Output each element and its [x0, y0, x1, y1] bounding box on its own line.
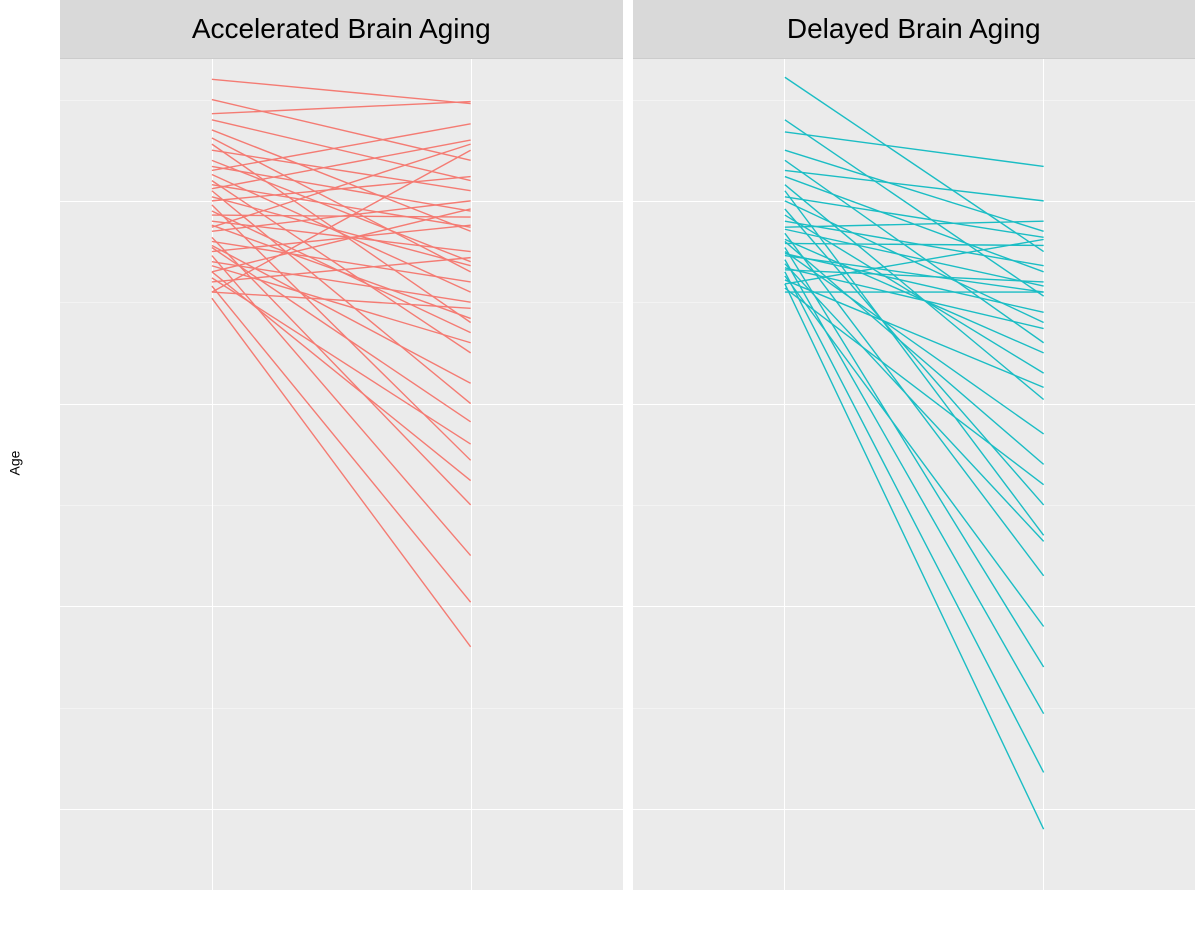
series-line [212, 247, 471, 421]
series-line [784, 215, 1043, 373]
series-line [784, 270, 1043, 282]
series-line [784, 284, 1043, 829]
series-line [784, 272, 1043, 773]
series-line [212, 272, 471, 481]
series-line [212, 298, 471, 647]
series-line [212, 79, 471, 103]
series-line [784, 132, 1043, 166]
series-line [784, 264, 1043, 542]
series-line [212, 197, 471, 266]
series-line [784, 160, 1043, 342]
series-line [784, 191, 1043, 536]
series-line [212, 262, 471, 303]
series-lines [633, 59, 1196, 890]
series-line [784, 120, 1043, 296]
plot-area: Chronological AgeBrain Age [633, 59, 1196, 890]
series-line [212, 102, 471, 114]
facet-panel: Accelerated Brain Aging40506070Chronolog… [60, 0, 623, 890]
series-line [784, 209, 1043, 505]
series-line [784, 170, 1043, 200]
series-line [212, 209, 471, 272]
y-axis-label: Age [6, 450, 22, 475]
series-line [784, 241, 1043, 464]
series-line [784, 77, 1043, 251]
facet-panel: Delayed Brain AgingChronological AgeBrai… [633, 0, 1196, 890]
series-line [784, 276, 1043, 627]
figure: Age Accelerated Brain Aging40506070Chron… [0, 0, 1200, 925]
plot-area: 40506070Chronological AgeBrain Age [60, 59, 623, 890]
series-lines [60, 59, 623, 890]
series-line [784, 233, 1043, 576]
panel-title: Accelerated Brain Aging [60, 0, 623, 59]
series-line [784, 288, 1043, 485]
panel-title: Delayed Brain Aging [633, 0, 1196, 59]
series-line [784, 247, 1043, 667]
facet-panels: Accelerated Brain Aging40506070Chronolog… [60, 0, 1195, 890]
series-line [784, 252, 1043, 434]
series-line [212, 100, 471, 161]
